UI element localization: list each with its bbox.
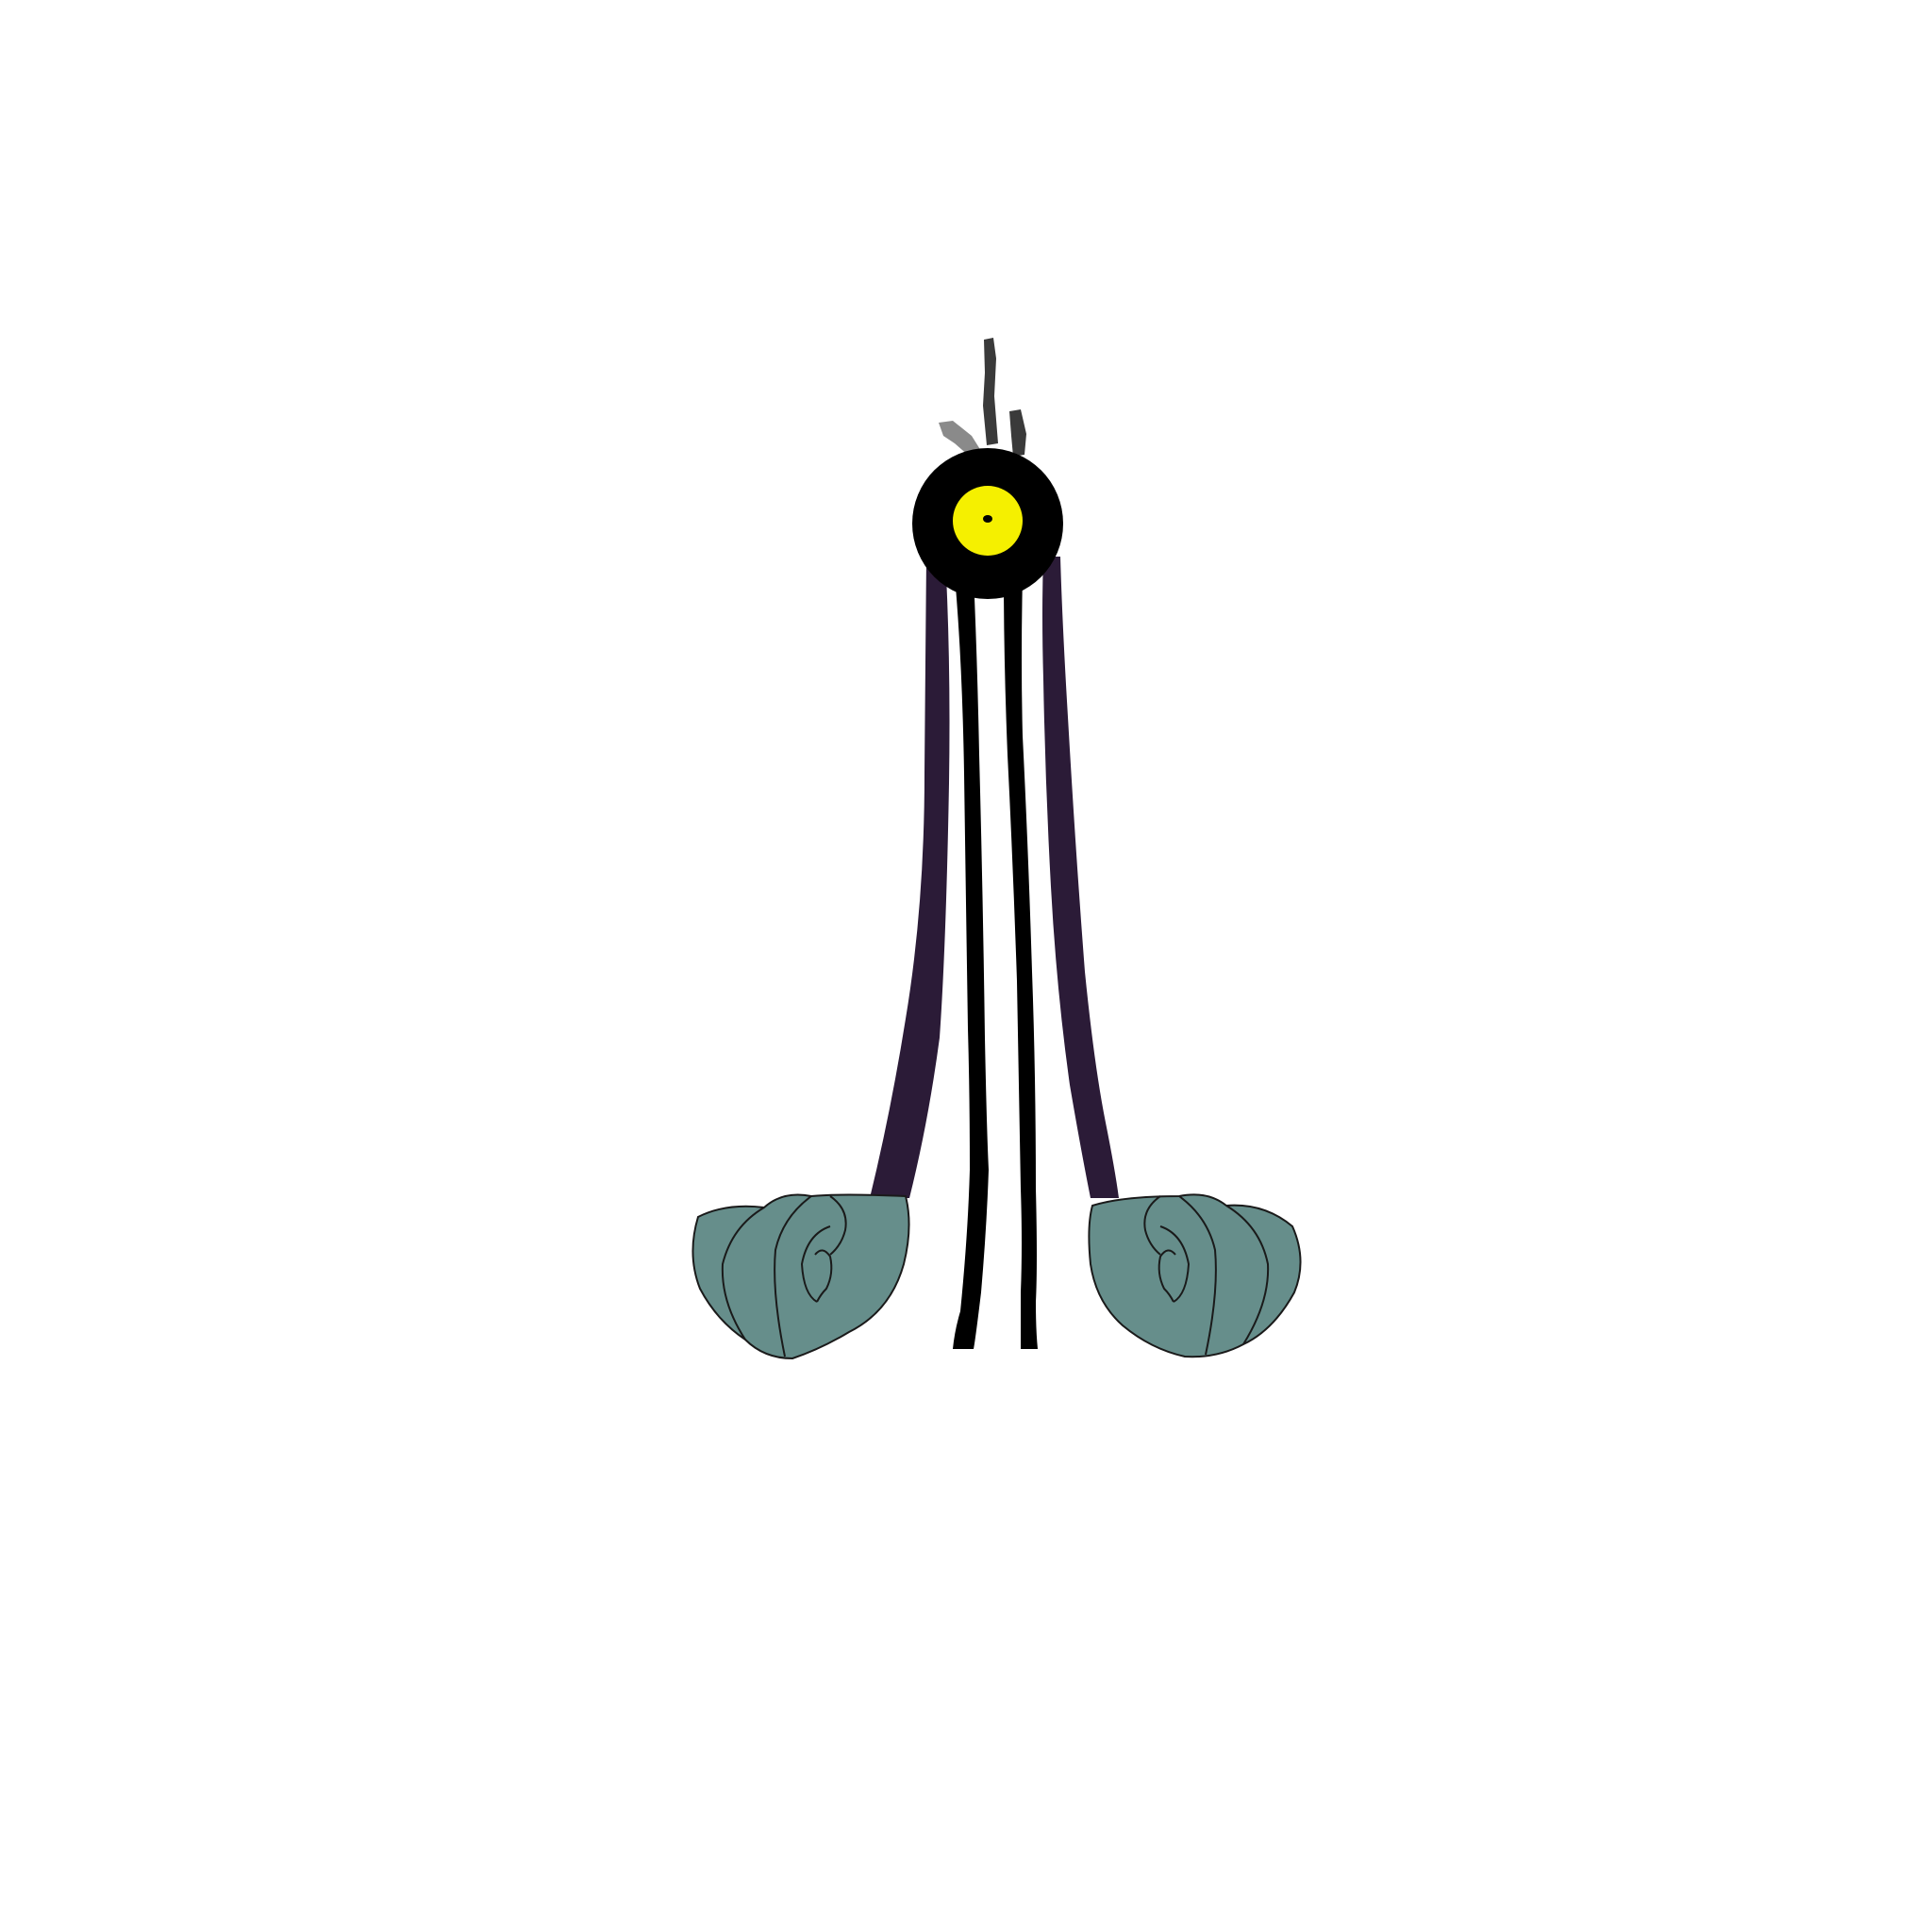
right-fist-knuckle [1143, 1195, 1161, 1256]
left-fist-finger-1 [721, 1207, 765, 1341]
left-fist-knuckle [829, 1195, 847, 1256]
right-leg [1004, 575, 1038, 1349]
right-fist [1088, 1193, 1302, 1358]
right-fist-shape [1088, 1193, 1302, 1358]
left-leg [953, 575, 989, 1349]
left-fist-shape [691, 1193, 910, 1360]
hair-tuft-left [939, 421, 981, 457]
left-fist [691, 1193, 910, 1360]
right-fist-thumb [1158, 1249, 1176, 1303]
head [912, 448, 1063, 599]
left-fist-finger-3 [800, 1225, 831, 1303]
left-arm [870, 557, 950, 1198]
left-fist-thumb [814, 1249, 833, 1303]
eye-pupil [983, 515, 992, 523]
right-fist-finger-2 [1178, 1195, 1217, 1356]
right-fist-finger-1 [1225, 1205, 1270, 1345]
left-fist-finger-2 [774, 1195, 812, 1357]
hair-tufts [939, 338, 1026, 457]
right-arm [1042, 557, 1119, 1198]
right-fist-finger-3 [1159, 1225, 1191, 1303]
hair-tuft-center [983, 338, 998, 445]
hair-tuft-right [1009, 409, 1026, 457]
